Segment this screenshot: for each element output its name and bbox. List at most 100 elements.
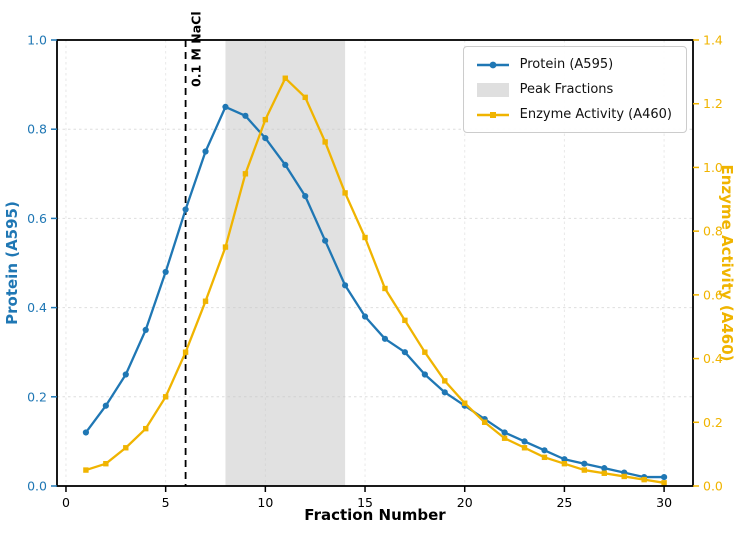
y-right-tick-label: 0.6 [703,287,723,302]
x-tick-label: 10 [257,495,273,510]
data-point-marker [302,193,309,200]
data-point-marker [541,447,548,454]
data-point-marker [82,429,90,436]
data-point-marker [481,419,488,425]
protein-line-swatch [476,61,509,68]
nacl-step-label: 0.1 M NaCl [189,11,204,87]
y-axis-label-right: Enzyme Activity (A460) [718,165,736,362]
data-point-marker [341,282,349,289]
y-right-tick-label: 0.8 [703,224,723,239]
data-point-marker [442,378,448,384]
peak-fractions-swatch [476,82,509,97]
x-axis: 0 5 10 15 20 25 30 [62,486,672,510]
legend-label-protein: Protein (A595) [519,57,614,72]
x-axis-label: Fraction Number [304,506,446,524]
y-axis-right: 0.0 0.2 0.4 0.6 0.8 1.0 1.2 1.4 [693,33,723,494]
legend-item-protein: Protein (A595) [475,57,672,72]
y-right-tick-label: 0.2 [703,415,723,430]
enzyme-series [83,75,667,486]
data-point-marker [182,206,189,213]
y-left-tick-label: 0.2 [27,389,47,404]
y-left-tick-label: 1.0 [27,33,47,48]
data-point-marker [581,460,588,467]
y-left-tick-label: 0.0 [27,479,47,494]
y-right-tick-label: 0.4 [703,351,723,366]
data-point-marker [302,94,308,101]
data-point-marker [83,467,89,473]
y-axis-label-left: Protein (A595) [3,201,21,325]
data-point-marker [421,371,428,378]
data-point-marker [222,103,229,110]
data-point-marker [441,389,448,396]
data-point-marker [561,456,568,463]
data-point-marker [601,470,607,476]
data-point-marker [561,461,568,467]
data-point-marker [660,473,668,481]
legend-label-peak-fractions: Peak Fractions [519,82,614,97]
y-right-tick-label: 0.0 [703,479,723,494]
data-point-marker [242,112,249,119]
y-left-tick-label: 0.6 [27,211,47,226]
data-point-marker [322,139,328,145]
data-point-marker [162,268,169,276]
data-point-marker [342,190,348,196]
data-point-marker [621,473,627,480]
data-point-marker [122,371,129,378]
data-point-marker [222,244,229,250]
data-point-marker [521,445,528,451]
data-point-marker [601,465,608,472]
data-point-marker [501,435,508,441]
data-point-marker [282,75,288,81]
series-line [85,77,665,484]
data-point-marker [462,400,468,406]
data-point-marker [102,402,109,409]
data-point-marker [182,349,189,355]
data-point-marker [162,394,169,400]
data-point-marker [322,237,329,244]
legend: Protein (A595) Peak Fractions Enzyme Act… [462,46,687,133]
data-point-marker [262,135,269,142]
data-point-marker [202,298,209,304]
legend-item-peak-fractions: Peak Fractions [475,82,672,97]
data-point-marker [362,234,368,241]
peak-fractions-band [225,40,346,486]
x-tick-label: 20 [457,495,473,510]
plot-area: 0.1 M NaCl 0 5 10 15 20 25 30 0.0 0.2 0.4 0.6 0.8 1.0… [27,11,723,510]
data-point-marker [521,438,528,445]
x-tick-label: 25 [556,495,572,510]
data-point-marker [202,148,209,155]
data-point-marker [381,335,389,342]
protein-series [82,103,668,481]
data-point-marker [422,349,428,355]
y-left-tick-label: 0.8 [27,122,47,137]
series-line [84,105,665,479]
data-point-marker [402,317,408,324]
plot-box [56,39,694,487]
data-point-marker [501,429,508,436]
data-point-marker [282,161,289,168]
y-right-tick-label: 1.4 [703,33,723,48]
data-point-marker [401,349,409,356]
x-tick-label: 15 [357,495,373,510]
legend-item-enzyme: Enzyme Activity (A460) [475,107,672,122]
data-point-marker [541,454,548,461]
data-point-marker [581,467,588,473]
data-point-marker [262,116,269,123]
y-right-tick-label: 1.0 [703,160,723,175]
data-point-marker [361,313,369,320]
x-tick-label: 0 [62,495,70,510]
data-point-marker [242,171,249,177]
data-point-marker [143,425,149,432]
data-point-marker [382,285,388,292]
legend-label-enzyme: Enzyme Activity (A460) [519,107,672,122]
x-tick-label: 5 [162,495,170,510]
data-point-marker [661,480,667,486]
data-point-marker [641,476,647,483]
x-tick-label: 30 [656,495,672,510]
enzyme-line-swatch [476,111,509,118]
data-point-marker [123,445,129,451]
data-point-marker [103,461,109,467]
data-point-marker [142,326,149,333]
y-axis-left: 0.0 0.2 0.4 0.6 0.8 1.0 [27,33,57,494]
